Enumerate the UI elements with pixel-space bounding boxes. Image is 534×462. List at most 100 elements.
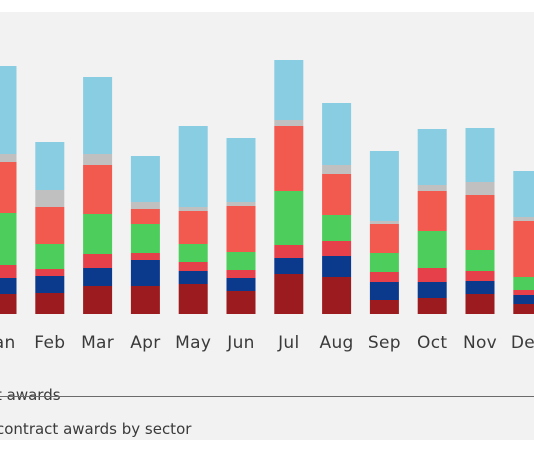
x-tick-label-jan: Jan [0, 333, 16, 353]
bar-segment-mar-2 [83, 254, 113, 268]
bar-segment-oct-3 [417, 231, 447, 268]
x-tick-label-feb: Feb [34, 333, 65, 353]
bar-segment-apr-3 [130, 224, 160, 253]
bar-segment-sep-1 [369, 282, 399, 300]
bar-segment-feb-4 [35, 207, 65, 244]
bar-segment-may-0 [178, 284, 208, 314]
bar-segment-nov-3 [465, 250, 495, 271]
bar-segment-sep-2 [369, 272, 399, 282]
bar-segment-jul-4 [274, 126, 304, 191]
bar-segment-oct-2 [417, 268, 447, 282]
bar-segment-feb-5 [35, 190, 65, 207]
bar-segment-jan-4 [0, 162, 17, 213]
bar-segment-dec-6 [513, 171, 534, 217]
bar-segment-nov-6 [465, 128, 495, 182]
bar-segment-jul-0 [274, 274, 304, 314]
bar-segment-dec-1 [513, 295, 534, 304]
bar-segment-aug-1 [322, 256, 352, 277]
bar-segment-apr-0 [130, 286, 160, 314]
bar-segment-apr-1 [130, 260, 160, 286]
bar-segment-aug-2 [322, 241, 352, 256]
legend-text: t awards [0, 386, 61, 404]
bar-segment-dec-4 [513, 221, 534, 277]
bar-segment-jul-6 [274, 60, 304, 120]
x-tick-label-jul: Jul [277, 333, 299, 353]
bar-segment-nov-5 [465, 182, 495, 195]
bar-segment-oct-4 [417, 191, 447, 231]
bar-segment-aug-4 [322, 174, 352, 215]
bar-segment-aug-3 [322, 215, 352, 241]
x-tick-label-sep: Sep [368, 333, 401, 353]
bar-segment-apr-6 [130, 156, 160, 202]
x-tick-label-dec: Dec [511, 333, 534, 353]
bar-segment-sep-0 [369, 300, 399, 314]
bar-segment-oct-5 [417, 185, 447, 191]
bar-segment-apr-2 [130, 253, 160, 260]
bar-segment-jul-2 [274, 245, 304, 258]
bar-segment-jul-1 [274, 258, 304, 274]
bar-segment-jan-2 [0, 265, 17, 278]
x-tick-label-may: May [175, 333, 211, 353]
bar-segment-may-1 [178, 271, 208, 284]
x-tick-label-apr: Apr [130, 333, 160, 353]
figure-caption: contract awards by sector [0, 420, 192, 438]
bar-segment-may-5 [178, 207, 208, 211]
bar-segment-jan-5 [0, 154, 17, 162]
bar-segment-jun-3 [226, 252, 256, 270]
bar-segment-mar-1 [83, 268, 113, 286]
bar-segment-dec-3 [513, 277, 534, 290]
bar-segment-sep-5 [369, 221, 399, 224]
bar-segment-jun-2 [226, 270, 256, 278]
bar-segment-aug-6 [322, 103, 352, 165]
bar-segment-may-6 [178, 126, 208, 207]
bar-segment-sep-6 [369, 151, 399, 221]
bar-segment-may-4 [178, 211, 208, 244]
bar-segment-jan-6 [0, 66, 17, 154]
bar-segment-feb-2 [35, 269, 65, 276]
bar-segment-nov-1 [465, 281, 495, 294]
bar-segment-mar-5 [83, 154, 113, 165]
bar-segment-jan-0 [0, 294, 17, 314]
bar-segment-nov-0 [465, 294, 495, 314]
bar-segment-oct-0 [417, 298, 447, 314]
bar-segment-apr-4 [130, 209, 160, 224]
x-tick-label-nov: Nov [463, 333, 497, 353]
x-tick-label-oct: Oct [417, 333, 447, 353]
bar-segment-may-2 [178, 262, 208, 271]
x-tick-label-jun: Jun [226, 333, 254, 353]
bar-segment-jul-3 [274, 191, 304, 245]
bar-segment-mar-3 [83, 214, 113, 254]
bar-segment-mar-4 [83, 165, 113, 214]
bar-segment-dec-5 [513, 217, 534, 221]
bar-segment-dec-2 [513, 290, 534, 295]
bar-segment-apr-5 [130, 202, 160, 209]
bar-segment-feb-1 [35, 276, 65, 293]
bar-segment-jun-5 [226, 202, 256, 206]
bar-segment-feb-6 [35, 142, 65, 190]
legend-divider [0, 396, 534, 397]
bar-segment-feb-3 [35, 244, 65, 269]
bar-segment-jan-1 [0, 278, 17, 294]
bar-segment-may-3 [178, 244, 208, 262]
x-tick-label-mar: Mar [81, 333, 114, 353]
bar-segment-dec-0 [513, 304, 534, 314]
bar-segment-nov-4 [465, 195, 495, 250]
bar-segment-jun-6 [226, 138, 256, 202]
bar-segment-feb-0 [35, 293, 65, 314]
bar-segment-mar-6 [83, 77, 113, 154]
bar-segment-oct-1 [417, 282, 447, 298]
bar-segment-jun-4 [226, 206, 256, 252]
bar-segment-jun-1 [226, 278, 256, 291]
bar-segment-oct-6 [417, 129, 447, 185]
bar-segment-sep-4 [369, 224, 399, 253]
bar-segment-aug-0 [322, 277, 352, 314]
bar-segment-aug-5 [322, 165, 352, 174]
bar-segment-sep-3 [369, 253, 399, 272]
bar-segment-jun-0 [226, 291, 256, 314]
bar-segment-mar-0 [83, 286, 113, 314]
bar-segment-nov-2 [465, 271, 495, 281]
bar-segment-jan-3 [0, 213, 17, 265]
x-tick-label-aug: Aug [320, 333, 354, 353]
